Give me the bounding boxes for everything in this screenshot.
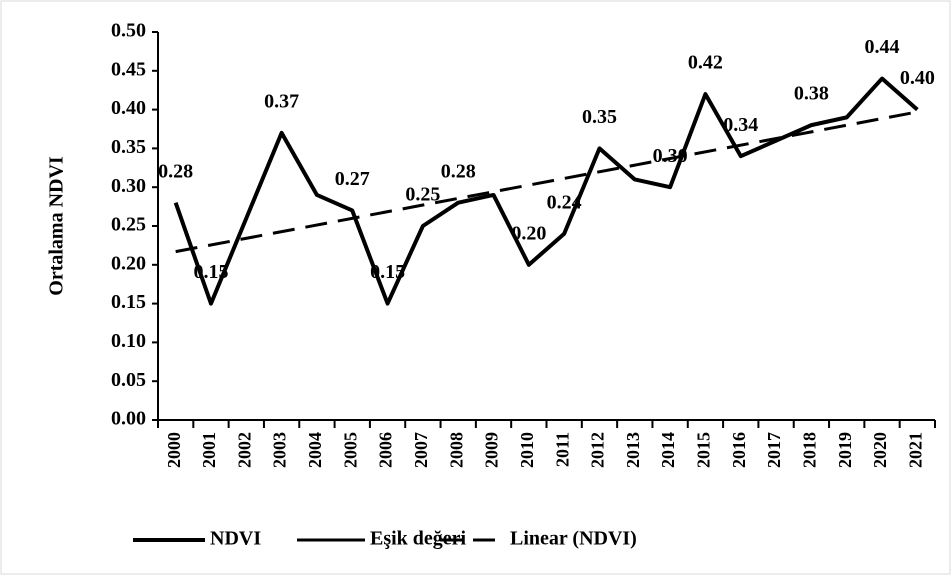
data-label: 0.27 — [335, 168, 370, 190]
x-tick-label: 2014 — [658, 432, 678, 468]
x-tick-label: 2012 — [588, 432, 608, 468]
legend-label: Eşik değeri — [370, 528, 467, 550]
data-label: 0.44 — [865, 36, 900, 58]
data-label: 0.15 — [193, 261, 228, 283]
x-tick-label: 2005 — [340, 432, 360, 468]
x-tick-label: 2017 — [764, 432, 784, 468]
data-label: 0.38 — [794, 83, 829, 105]
x-tick-label: 2003 — [270, 432, 290, 468]
data-label: 0.34 — [723, 114, 758, 136]
data-label: 0.42 — [688, 52, 723, 74]
x-tick-label: 2021 — [905, 432, 925, 468]
x-tick-label: 2020 — [870, 432, 890, 468]
y-tick-label: 0.25 — [111, 214, 146, 236]
x-tick-label: 2019 — [835, 432, 855, 468]
data-label: 0.37 — [264, 90, 299, 112]
y-tick-label: 0.40 — [111, 97, 146, 119]
data-label: 0.28 — [158, 160, 193, 182]
y-tick-label: 0.20 — [111, 252, 146, 274]
x-tick-label: 2009 — [482, 432, 502, 468]
y-axis-label: Ortalama NDVI — [46, 156, 68, 296]
data-label: 0.35 — [582, 106, 617, 128]
legend-label: NDVI — [210, 528, 261, 550]
x-tick-label: 2011 — [552, 432, 572, 467]
x-tick-label: 2016 — [729, 432, 749, 468]
x-tick-label: 2007 — [411, 432, 431, 468]
y-tick-label: 0.15 — [111, 291, 146, 313]
y-tick-label: 0.10 — [111, 330, 146, 352]
x-tick-label: 2000 — [164, 432, 184, 468]
data-label: 0.40 — [900, 67, 935, 89]
y-tick-label: 0.35 — [111, 136, 146, 158]
y-tick-label: 0.05 — [111, 369, 146, 391]
data-label: 0.20 — [511, 222, 546, 244]
x-tick-label: 2018 — [800, 432, 820, 468]
x-tick-label: 2006 — [376, 432, 396, 468]
data-label: 0.28 — [441, 160, 476, 182]
y-tick-label: 0.50 — [111, 20, 146, 42]
y-tick-label: 0.30 — [111, 175, 146, 197]
legend-label: Linear (NDVI) — [510, 528, 637, 550]
x-tick-label: 2002 — [234, 432, 254, 468]
data-label: 0.25 — [405, 184, 440, 206]
x-tick-label: 2008 — [446, 432, 466, 468]
data-line — [173, 76, 919, 306]
data-label: 0.30 — [653, 145, 688, 167]
x-tick-label: 2015 — [694, 432, 714, 468]
x-tick-label: 2013 — [623, 432, 643, 468]
y-tick-label: 0.45 — [111, 58, 146, 80]
data-label: 0.15 — [370, 261, 405, 283]
trend-line — [175, 110, 918, 254]
data-label: 0.24 — [547, 191, 582, 213]
x-tick-label: 2004 — [305, 432, 325, 468]
x-tick-label: 2010 — [517, 432, 537, 468]
y-tick-label: 0.00 — [111, 408, 146, 430]
x-tick-label: 2001 — [199, 432, 219, 468]
